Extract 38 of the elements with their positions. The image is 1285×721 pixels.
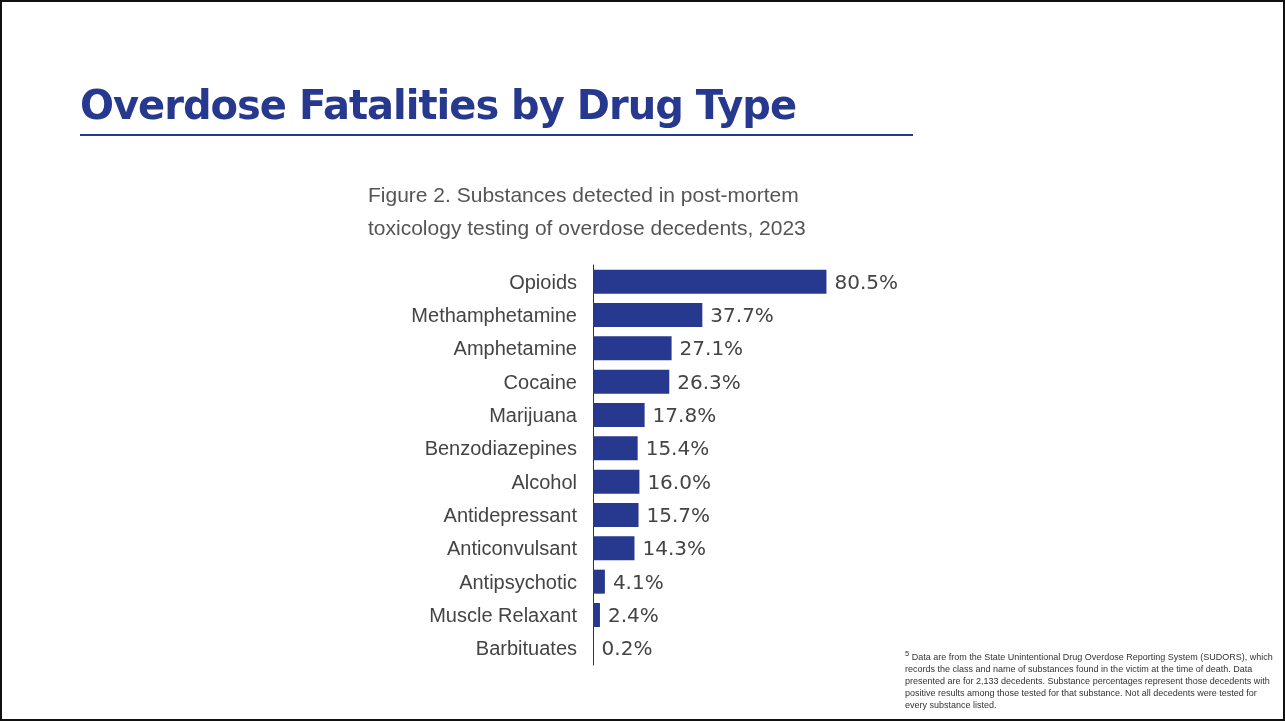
data-label: 27.1% bbox=[679, 336, 744, 361]
data-label: 14.3% bbox=[642, 536, 707, 561]
bar bbox=[593, 536, 635, 561]
data-label: 0.2% bbox=[601, 636, 653, 661]
y-tick-label: Anticonvulsant bbox=[446, 537, 578, 560]
bar bbox=[593, 603, 600, 627]
bar bbox=[593, 269, 827, 294]
text: $^{5}$ Data are from the State Unintentional Drug Overdose Reporting System (SUDORS), which records the class and name of substances found in the victim at the time of death. Data presented are for 2,133 decedents. Substance percentages represent those decedents with positive results among those tested for that substance. Not all decedents were tested for every substance listed. bbox=[905, 648, 1274, 711]
y-tick-label: Cocaine bbox=[503, 370, 577, 393]
data-label: 26.3% bbox=[677, 369, 741, 394]
data-label: 80.5% bbox=[834, 269, 898, 294]
chart-subtitle: Figure 2. Substances detected in post-mortem toxicology testing of overdose decedents, 2023 bbox=[368, 182, 807, 241]
bar bbox=[593, 503, 639, 527]
y-tick-label: Opioids bbox=[509, 270, 577, 293]
y-tick-label: Barbituates bbox=[475, 637, 577, 660]
data-label: 15.7% bbox=[646, 503, 711, 527]
y-tick-label: Amphetamine bbox=[453, 337, 577, 360]
bar bbox=[593, 569, 605, 594]
data-label: 4.1% bbox=[612, 569, 664, 594]
bar bbox=[593, 303, 703, 327]
y-tick-label: Marijuana bbox=[489, 404, 578, 426]
bar bbox=[593, 369, 670, 394]
y-tick-label: Benzodiazepines bbox=[424, 437, 577, 460]
y-tick-label: Methamphetamine bbox=[411, 304, 577, 326]
bar bbox=[593, 436, 638, 461]
y-tick-label: Muscle Relaxant bbox=[429, 604, 578, 626]
bar bbox=[593, 403, 645, 427]
y-tick-label: Antipsychotic bbox=[459, 570, 577, 593]
chart-title: Overdose Fatalities by Drug Type bbox=[80, 82, 797, 128]
data-label: 2.4% bbox=[607, 603, 659, 627]
y-tick-label: Antidepressant bbox=[443, 504, 578, 526]
data-label: 37.7% bbox=[710, 303, 774, 327]
bar bbox=[593, 336, 672, 361]
data-label: 17.8% bbox=[652, 403, 717, 427]
data-label: 16.0% bbox=[647, 469, 711, 494]
data-label: 15.4% bbox=[645, 436, 710, 461]
bar bbox=[593, 469, 640, 494]
y-tick-label: Alcohol bbox=[511, 470, 577, 493]
